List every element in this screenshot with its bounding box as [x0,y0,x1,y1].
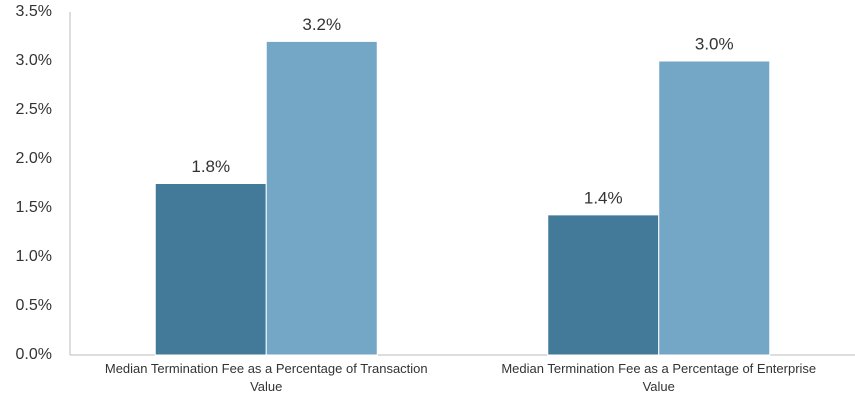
x-tick-label: Median Termination Fee as a Percentage o… [501,361,817,394]
bar [265,40,378,356]
y-tick-label: 0.5% [16,297,52,314]
data-label: 1.4% [584,188,623,207]
y-tick-label: 1.5% [16,199,52,216]
data-label: 1.8% [191,157,230,176]
bar [658,60,771,356]
x-tick-label: Median Termination Fee as a Percentage o… [104,361,428,394]
bar [547,214,660,356]
data-label: 3.2% [302,15,341,34]
data-label: 3.0% [695,34,734,53]
y-tick-label: 3.0% [16,52,52,69]
y-tick-label: 2.5% [16,101,52,118]
y-tick-label: 2.0% [16,150,52,167]
bar [154,183,267,356]
y-tick-label: 1.0% [16,248,52,265]
y-tick-label: 3.5% [16,3,52,20]
y-tick-label: 0.0% [16,346,52,363]
